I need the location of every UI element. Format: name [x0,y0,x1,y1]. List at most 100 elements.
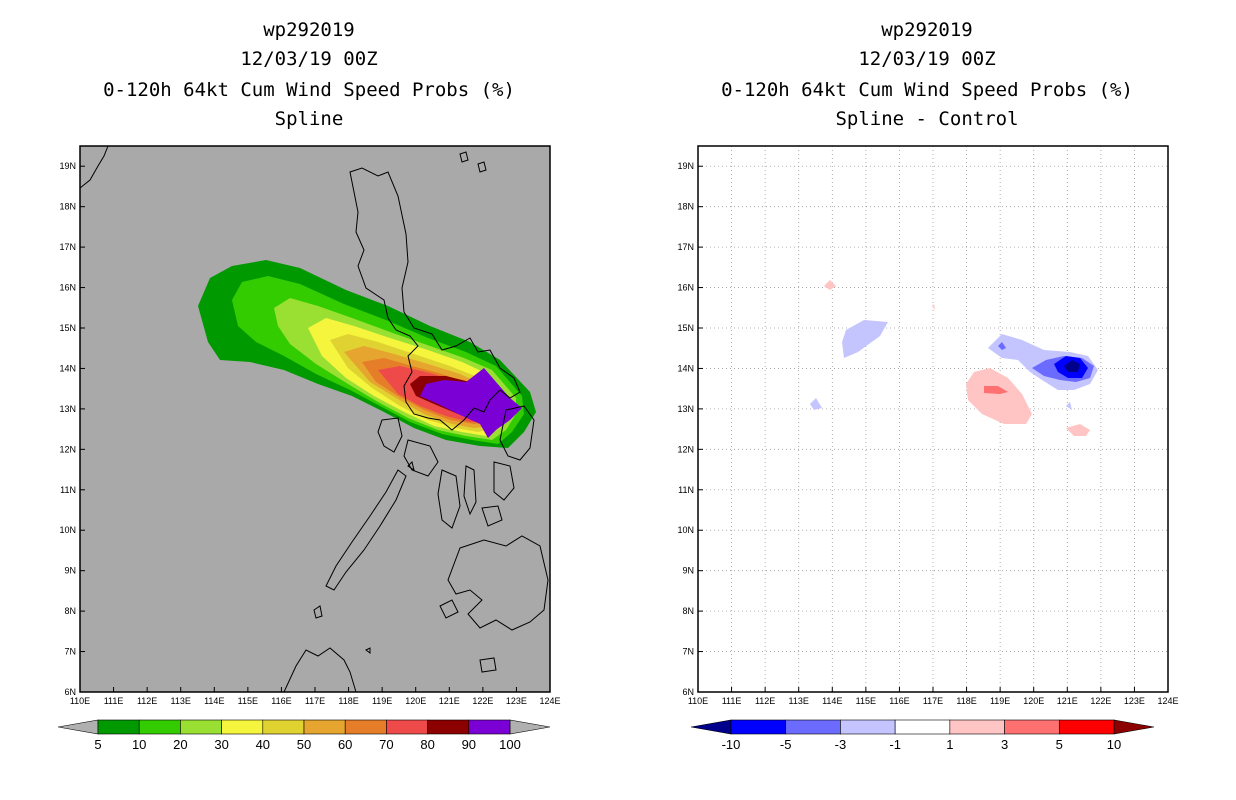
y-tick-label: 16N [59,283,76,293]
left-datetime: 12/03/19 00Z [240,48,378,70]
colorbar-low-triangle [690,719,732,735]
colorbar-label: -10 [722,737,741,752]
prob-90-contour [420,368,522,438]
x-tick-label: 120E [405,696,426,706]
colorbar-swatch [840,719,896,735]
colorbar-label: 3 [1001,737,1008,752]
colorbar-low-triangle [57,719,99,735]
colorbar-swatch [1004,719,1060,735]
diff-pos-1to3-contour [1066,424,1090,436]
x-tick-label: 112E [137,696,157,706]
diff-pos-1to3-contour [932,304,935,310]
y-tick-label: 19N [677,161,694,171]
x-tick-label: 111E [722,696,742,706]
colorbar-swatch [894,719,951,735]
y-tick-label: 17N [59,242,76,252]
colorbar-swatch [468,719,511,735]
diff-neg-lt10-contour [1064,360,1080,372]
right-datetime: 12/03/19 00Z [858,48,996,70]
colorbar-label: 70 [379,737,393,752]
y-tick-label: 7N [682,647,694,657]
colorbar-label: -5 [780,737,792,752]
x-tick-label: 119E [990,696,1010,706]
x-tick-label: 122E [472,696,493,706]
colorbar-swatch [97,719,140,735]
colorbar-swatch [303,719,346,735]
left-probability-contours [198,260,536,448]
left-product: 0-120h 64kt Cum Wind Speed Probs (%) [103,79,515,101]
x-tick-label: 124E [539,696,560,706]
colorbar-swatch [344,719,387,735]
right-difference-contours [810,280,1098,436]
x-tick-label: 120E [1023,696,1044,706]
x-tick-label: 111E [104,696,124,706]
colorbar-label: 100 [499,737,521,752]
left-storm-id: wp292019 [263,19,355,41]
diff-neg-1to3-contour [842,320,888,358]
diff-pos-3to5-contour [984,386,1008,394]
y-tick-label: 14N [677,363,694,373]
colorbar-label: 40 [256,737,270,752]
y-tick-label: 15N [59,323,76,333]
colorbar-label: 30 [214,737,228,752]
colorbar-label: 60 [338,737,352,752]
colorbar-label: 5 [1056,737,1063,752]
colorbar-label: 1 [946,737,953,752]
x-tick-label: 115E [856,696,876,706]
y-tick-label: 13N [677,404,694,414]
y-tick-label: 9N [682,566,694,576]
x-tick-label: 110E [70,696,90,706]
y-tick-label: 16N [677,283,694,293]
left-subtitle: Spline [274,108,344,130]
y-tick-label: 9N [64,566,76,576]
x-tick-label: 121E [439,696,460,706]
right-product: 0-120h 64kt Cum Wind Speed Probs (%) [721,79,1133,101]
y-tick-label: 14N [59,363,76,373]
right-map-axes: 110E 111E 112E 113E 114E 115E 116E 117E 118E 119E… [677,161,1178,706]
left-map-axes: 110E 111E 112E 113E 114E 115E 116E 117E 118E 119E… [59,161,560,706]
y-tick-label: 17N [677,242,694,252]
colorbar-label: -3 [835,737,847,752]
y-tick-label: 7N [64,647,76,657]
x-tick-label: 123E [506,696,527,706]
colorbar-swatch [221,719,264,735]
x-tick-label: 116E [889,696,909,706]
right-colorbar: -10 -5 -3 -1 1 3 5 10 [690,719,1155,752]
x-tick-label: 113E [789,696,809,706]
y-tick-label: 6N [64,687,76,697]
x-tick-label: 112E [755,696,775,706]
diff-pos-1to3-contour [966,368,1032,424]
colorbar-swatch [949,719,1005,735]
colorbar-swatch [138,719,181,735]
y-tick-label: 18N [677,202,694,212]
x-tick-label: 122E [1090,696,1111,706]
x-tick-label: 114E [204,696,224,706]
right-title-block: wp292019 12/03/19 00Z 0-120h 64kt Cum Wi… [692,16,1162,134]
colorbar-swatch [262,719,305,735]
x-tick-label: 114E [822,696,842,706]
y-tick-label: 6N [682,687,694,697]
right-map: 110E 111E 112E 113E 114E 115E 116E 117E 118E 119E… [677,145,1179,706]
y-tick-label: 15N [677,323,694,333]
left-colorbar: 5 10 20 30 40 50 60 70 80 90 100 [57,719,551,752]
colorbar-label: 90 [462,737,476,752]
colorbar-swatch [785,719,841,735]
x-tick-label: 118E [956,696,976,706]
x-tick-label: 123E [1124,696,1145,706]
colorbar-swatch [1058,719,1115,735]
y-tick-label: 12N [677,444,694,454]
diff-neg-1to3-contour [1066,402,1072,410]
colorbar-high-triangle [1113,719,1155,735]
colorbar-swatch [427,719,470,735]
colorbar-label: 10 [1107,737,1121,752]
x-tick-label: 113E [171,696,191,706]
colorbar-high-triangle [509,719,551,735]
x-tick-label: 115E [238,696,258,706]
colorbar-swatch [730,719,787,735]
y-tick-label: 19N [59,161,76,171]
x-tick-label: 116E [271,696,291,706]
y-tick-label: 10N [677,525,694,535]
x-tick-label: 118E [338,696,358,706]
x-tick-label: 117E [305,696,325,706]
y-tick-label: 11N [678,485,694,495]
